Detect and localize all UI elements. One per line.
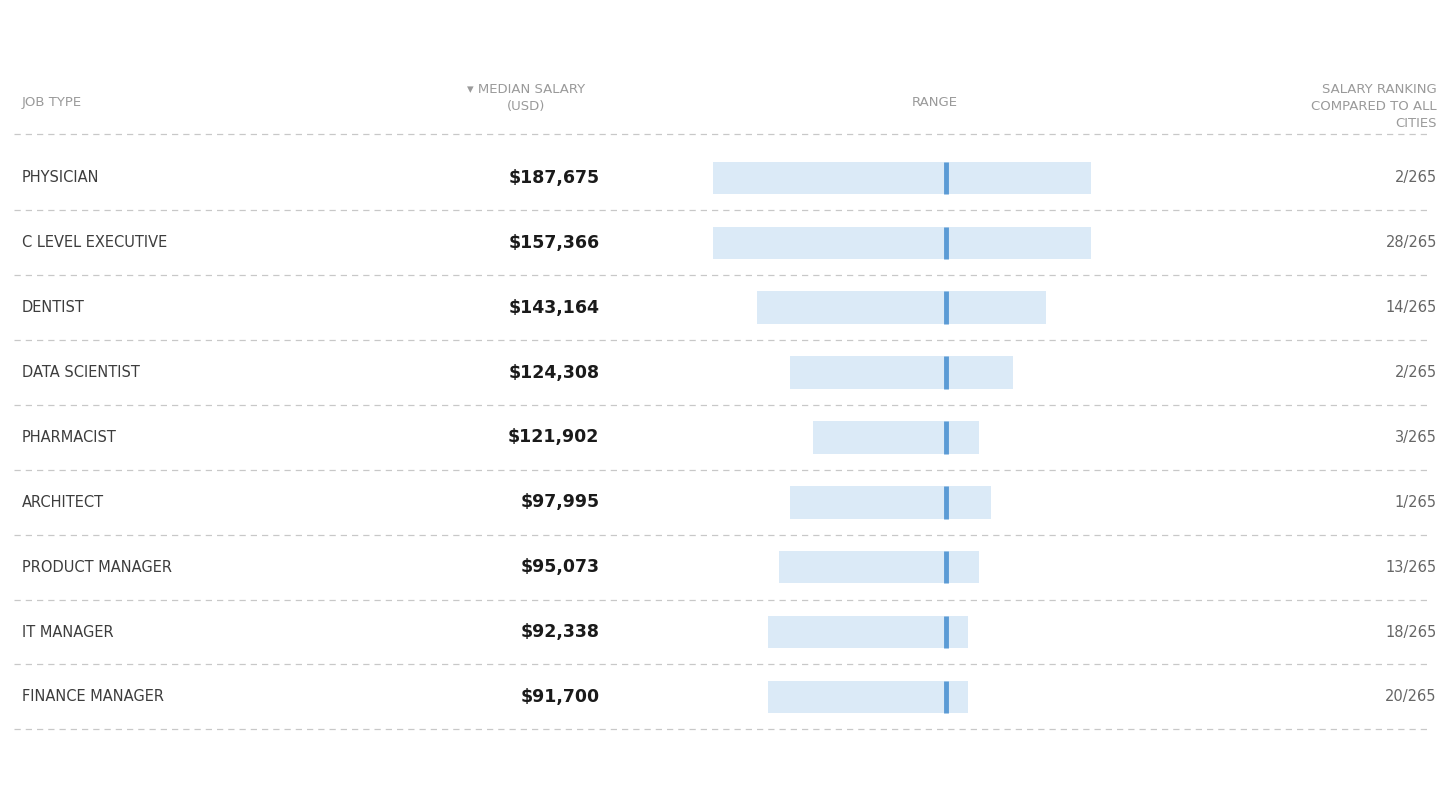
Bar bbox=[780, 551, 979, 583]
Text: DENTIST: DENTIST bbox=[22, 301, 85, 315]
Text: ARCHITECT: ARCHITECT bbox=[22, 495, 104, 509]
Text: $92,338: $92,338 bbox=[520, 623, 599, 641]
Text: PHARMACIST: PHARMACIST bbox=[22, 430, 117, 445]
Text: 18/265: 18/265 bbox=[1386, 625, 1437, 639]
Text: 13/265: 13/265 bbox=[1386, 560, 1437, 574]
Bar bbox=[757, 291, 1045, 324]
Text: FINANCE MANAGER: FINANCE MANAGER bbox=[22, 690, 163, 704]
Text: 1/265: 1/265 bbox=[1395, 495, 1437, 509]
Text: RANGE: RANGE bbox=[913, 97, 957, 109]
Text: C LEVEL EXECUTIVE: C LEVEL EXECUTIVE bbox=[22, 236, 168, 250]
Text: 14/265: 14/265 bbox=[1386, 301, 1437, 315]
Text: $121,902: $121,902 bbox=[508, 429, 599, 446]
Bar bbox=[768, 680, 969, 713]
Text: PRODUCT MANAGER: PRODUCT MANAGER bbox=[22, 560, 172, 574]
Text: $95,073: $95,073 bbox=[520, 558, 599, 576]
Text: 2/265: 2/265 bbox=[1395, 171, 1437, 185]
Bar bbox=[713, 161, 1090, 194]
Bar bbox=[790, 356, 1012, 388]
Text: 3/265: 3/265 bbox=[1395, 430, 1437, 445]
Text: ▾ MEDIAN SALARY
(USD): ▾ MEDIAN SALARY (USD) bbox=[466, 83, 585, 113]
Text: $124,308: $124,308 bbox=[508, 364, 599, 381]
Text: SALARY RANKING
COMPARED TO ALL
CITIES: SALARY RANKING COMPARED TO ALL CITIES bbox=[1311, 83, 1437, 130]
Bar bbox=[790, 486, 991, 519]
Text: IT MANAGER: IT MANAGER bbox=[22, 625, 113, 639]
Bar bbox=[813, 421, 979, 454]
Bar bbox=[768, 615, 969, 649]
Text: DATA SCIENTIST: DATA SCIENTIST bbox=[22, 365, 140, 380]
Bar bbox=[713, 226, 1090, 259]
Text: $157,366: $157,366 bbox=[508, 234, 599, 252]
Text: PHYSICIAN: PHYSICIAN bbox=[22, 171, 100, 185]
Text: 2/265: 2/265 bbox=[1395, 365, 1437, 380]
Text: $143,164: $143,164 bbox=[508, 299, 599, 316]
Text: 28/265: 28/265 bbox=[1385, 236, 1437, 250]
Text: 20/265: 20/265 bbox=[1385, 690, 1437, 704]
Text: JOB TYPE: JOB TYPE bbox=[22, 97, 82, 109]
Text: $91,700: $91,700 bbox=[520, 688, 599, 706]
Text: $97,995: $97,995 bbox=[520, 494, 599, 511]
Text: $187,675: $187,675 bbox=[508, 169, 599, 187]
